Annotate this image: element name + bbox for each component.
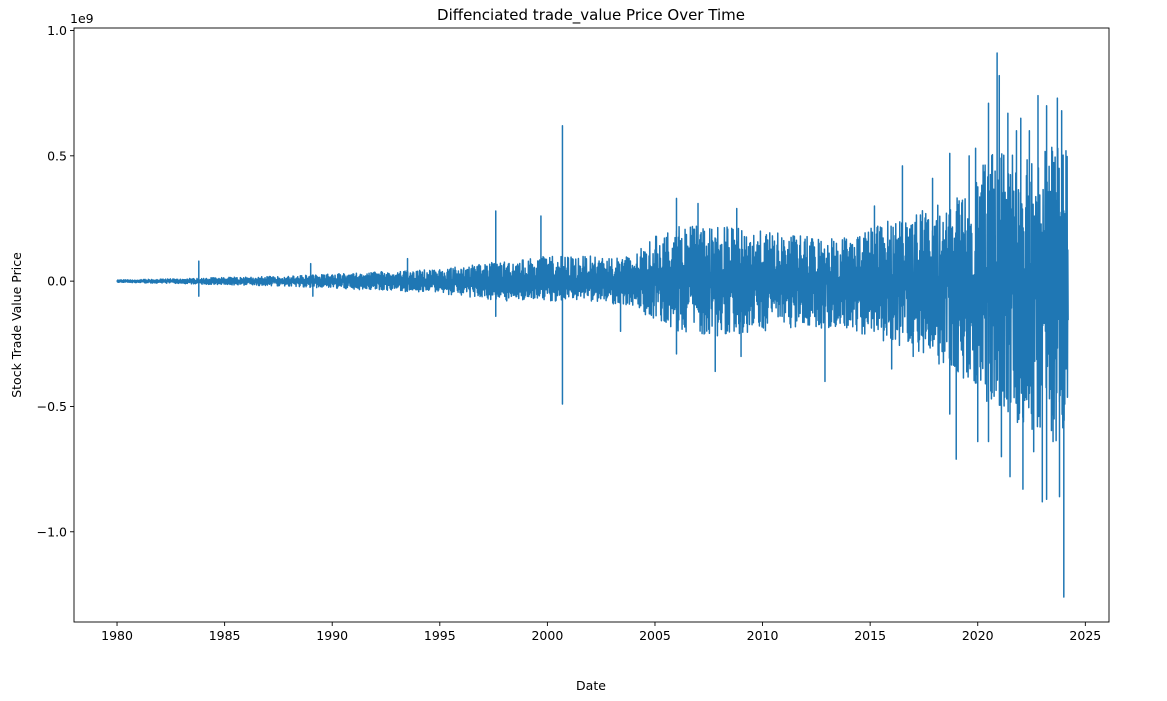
y-tick-label: 0.5 (47, 148, 67, 163)
x-tick-label: 1980 (101, 628, 133, 643)
y-tick-label: 0.0 (47, 274, 67, 289)
x-tick-label: 2000 (531, 628, 563, 643)
y-tick-label: −0.5 (37, 399, 67, 414)
chart-title: Diffenciated trade_value Price Over Time (437, 6, 745, 25)
y-tick-label: −1.0 (37, 524, 67, 539)
y-offset-label: 1e9 (70, 11, 94, 26)
x-tick-label: 2020 (962, 628, 994, 643)
series-layer (116, 52, 1069, 598)
x-tick-label: 2015 (854, 628, 886, 643)
x-tick-label: 1995 (424, 628, 456, 643)
x-axis-label: Date (576, 678, 606, 693)
y-axis-label: Stock Trade Value Price (9, 252, 24, 398)
x-tick-label: 2025 (1069, 628, 1101, 643)
series-line (116, 52, 1069, 598)
x-tick-label: 2005 (639, 628, 671, 643)
plot-area-frame (73, 27, 1110, 623)
y-tick-label: 1.0 (47, 23, 67, 38)
x-tick-label: 2010 (747, 628, 779, 643)
y-axis: −1.0 −0.5 0.0 0.5 1.0 (37, 23, 74, 539)
x-tick-label: 1985 (209, 628, 241, 643)
x-axis: 1980 1985 1990 1995 2000 2005 2010 2015 2020 2025 (101, 622, 1101, 643)
x-tick-label: 1990 (316, 628, 348, 643)
